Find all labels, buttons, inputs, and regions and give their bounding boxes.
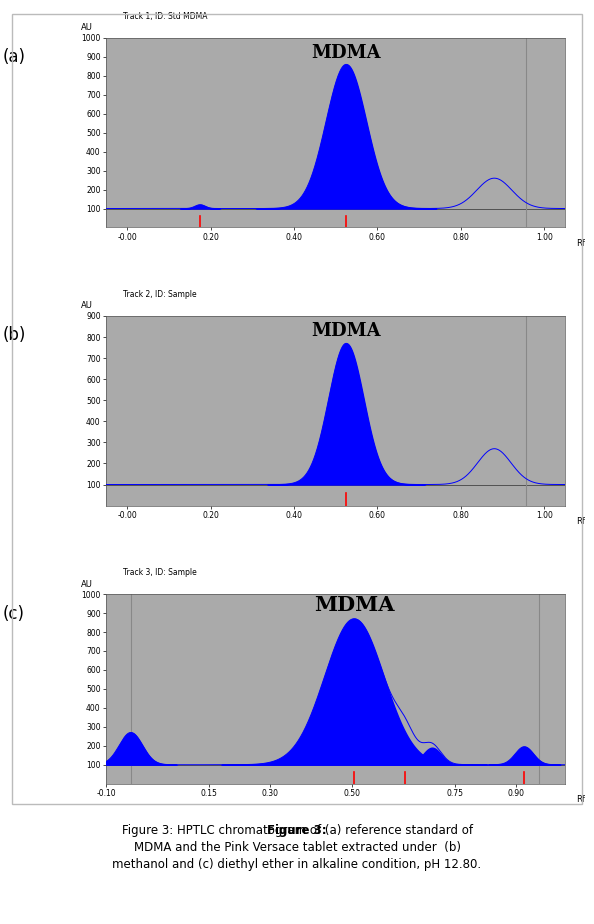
Text: Figure 3:: Figure 3: bbox=[267, 824, 327, 837]
Text: (c): (c) bbox=[2, 604, 24, 623]
Text: Track 2, ID: Sample: Track 2, ID: Sample bbox=[122, 290, 196, 299]
Text: Track 3, ID: Sample: Track 3, ID: Sample bbox=[122, 568, 197, 578]
Text: Track 1, ID: Std MDMA: Track 1, ID: Std MDMA bbox=[122, 12, 207, 21]
Text: Figure 3: HPTLC chromatogram of (a) reference standard of
MDMA and the Pink Vers: Figure 3: HPTLC chromatogram of (a) refe… bbox=[112, 824, 482, 871]
Text: (a): (a) bbox=[2, 48, 26, 67]
Text: (b): (b) bbox=[2, 326, 26, 345]
